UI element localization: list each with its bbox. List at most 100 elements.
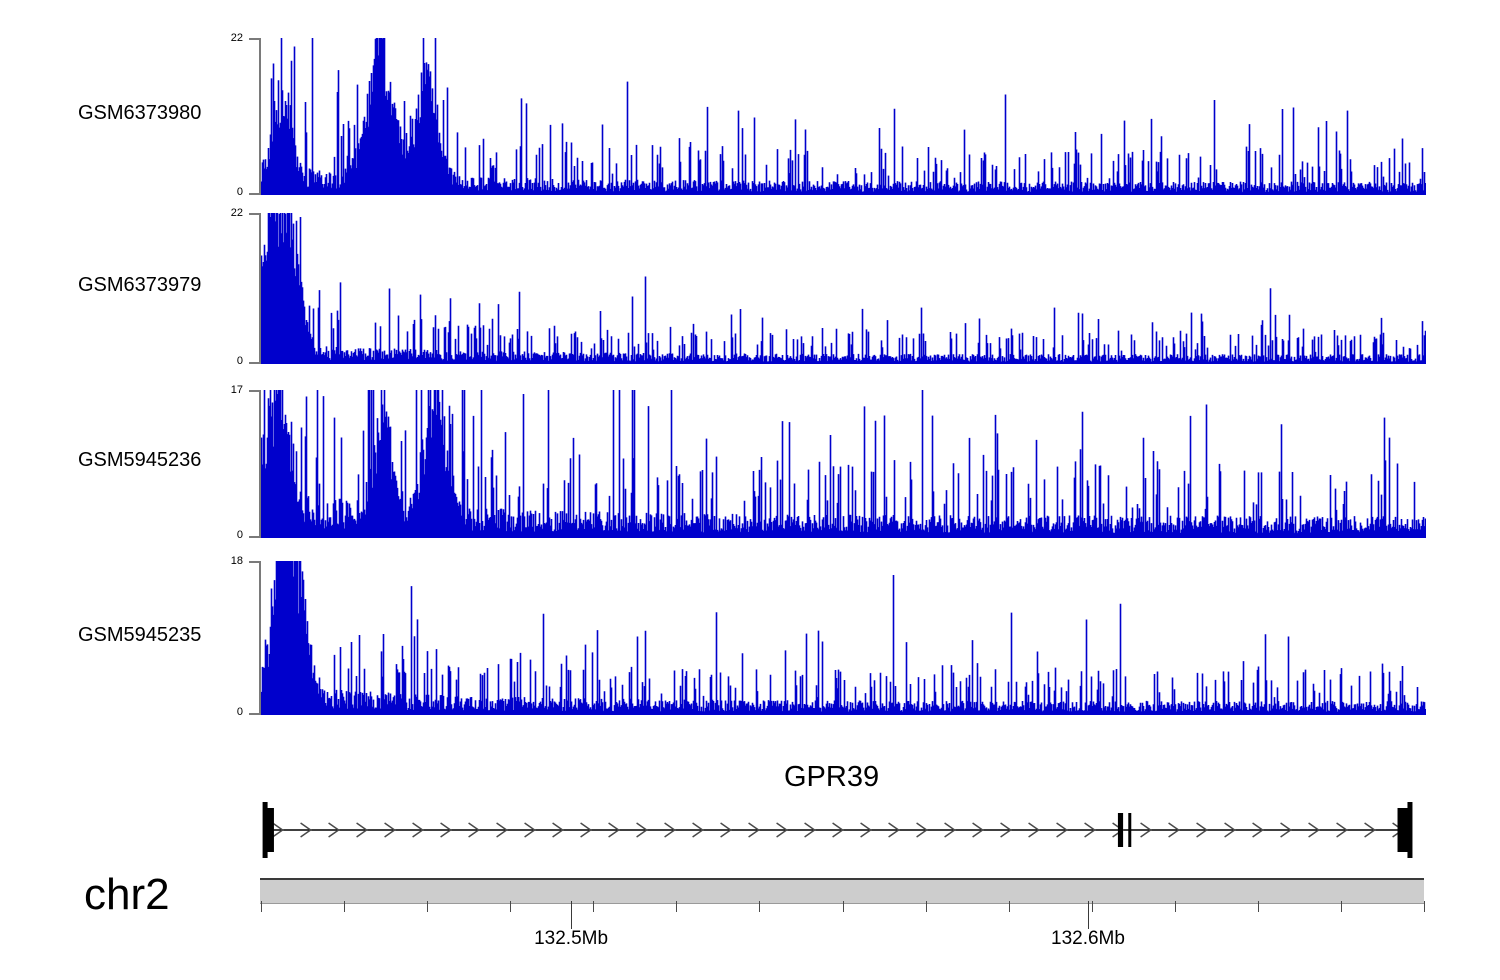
exon-block[interactable] <box>1397 808 1411 852</box>
y-axis-max: 18 <box>230 555 243 567</box>
y-axis-min: 0 <box>236 186 243 198</box>
strand-arrow-icon <box>1140 822 1152 838</box>
ruler-tick-minor <box>1257 901 1259 912</box>
strand-arrow-icon <box>888 822 900 838</box>
strand-arrow-icon <box>384 822 396 838</box>
gene-name-label: GPR39 <box>784 761 880 793</box>
y-axis-tick-top <box>249 561 260 563</box>
ruler-tick-label: 132.6Mb <box>1051 928 1125 949</box>
y-axis-min: 0 <box>236 355 243 367</box>
strand-arrow-icon <box>1364 822 1376 838</box>
ruler-tick-minor <box>759 901 761 912</box>
strand-arrow-icon <box>272 822 284 838</box>
strand-arrow-icon <box>1056 822 1068 838</box>
track-label: GSM5945235 <box>78 624 202 646</box>
track-gsm6373980: GSM6373980 22 0 <box>0 30 1500 200</box>
y-axis-line <box>259 390 261 538</box>
strand-arrow-icon <box>1196 822 1208 838</box>
coverage-baseline <box>261 713 1426 715</box>
coverage-plot <box>261 390 1426 538</box>
gene-model-track: GPR39 <box>0 755 1500 870</box>
strand-arrow-icon <box>692 822 704 838</box>
track-gsm5945236: GSM5945236 17 0 <box>0 383 1500 543</box>
strand-arrow-icon <box>776 822 788 838</box>
strand-arrow-icon <box>832 822 844 838</box>
ruler-tick-minor <box>593 901 595 912</box>
strand-arrow-icon <box>944 822 956 838</box>
y-axis-max: 22 <box>230 207 243 219</box>
coverage-area <box>261 390 1426 538</box>
coverage-area <box>261 38 1426 195</box>
coverage-plot <box>261 213 1426 364</box>
ruler-tick-minor <box>1424 901 1425 912</box>
ruler-tick-minor <box>676 901 678 912</box>
coverage-plot <box>261 38 1426 195</box>
strand-arrow-icon <box>356 822 368 838</box>
coverage-baseline <box>261 362 1426 364</box>
strand-arrow-icon <box>580 822 592 838</box>
strand-arrow-icon <box>860 822 872 838</box>
strand-arrow-icon <box>804 822 816 838</box>
strand-arrow-icon <box>440 822 452 838</box>
strand-arrow-icon <box>972 822 984 838</box>
y-axis-tick-top <box>249 38 260 40</box>
ruler-tick-minor <box>261 901 262 912</box>
y-axis-tick-bottom <box>249 536 260 538</box>
ruler-tick-minor <box>1091 901 1093 912</box>
ruler-tick-minor <box>427 901 429 912</box>
track-label: GSM6373979 <box>78 274 202 296</box>
ruler-tick-label: 132.5Mb <box>534 928 609 949</box>
strand-arrow-icon <box>524 822 536 838</box>
ruler-tick-minor <box>510 901 512 912</box>
coverage-area <box>261 561 1426 715</box>
strand-arrow-icon <box>1168 822 1180 838</box>
strand-arrow-icon <box>720 822 732 838</box>
exon-block[interactable] <box>263 808 274 852</box>
strand-arrow-icon <box>916 822 928 838</box>
y-axis-tick-top <box>249 213 260 215</box>
exon-block[interactable] <box>1117 813 1124 847</box>
strand-arrow-icon <box>552 822 564 838</box>
y-axis-tick-bottom <box>249 193 260 195</box>
ruler-tick-minor <box>344 901 346 912</box>
y-axis-tick-bottom <box>249 362 260 364</box>
coverage-area <box>261 213 1426 364</box>
track-label: GSM6373980 <box>78 102 202 124</box>
y-axis-tick-top <box>249 390 260 392</box>
strand-arrow-icon <box>412 822 424 838</box>
strand-arrow-icon <box>636 822 648 838</box>
strand-arrow-icon <box>1336 822 1348 838</box>
strand-arrow-icon <box>1308 822 1320 838</box>
utr-block[interactable] <box>262 802 268 858</box>
ruler-ticks: 132.5Mb 132.6Mb <box>0 870 1500 980</box>
ideogram-bar[interactable] <box>260 878 1424 904</box>
strand-arrow-icon <box>1084 822 1096 838</box>
strand-arrow-icon <box>1280 822 1292 838</box>
utr-block[interactable] <box>1407 802 1413 858</box>
strand-arrow-icon <box>1000 822 1012 838</box>
y-axis-line <box>259 561 261 715</box>
strand-arrow-icon <box>1224 822 1236 838</box>
strand-arrow-icon <box>748 822 760 838</box>
ruler-tick-minor <box>1008 901 1010 912</box>
y-axis-tick-bottom <box>249 713 260 715</box>
coverage-baseline <box>261 193 1426 195</box>
track-label: GSM5945236 <box>78 449 202 471</box>
exon-block[interactable] <box>1128 813 1132 847</box>
strand-arrow-icon <box>1252 822 1264 838</box>
strand-arrow-icon <box>664 822 676 838</box>
y-axis-max: 17 <box>230 384 243 396</box>
y-axis-max: 22 <box>230 32 243 44</box>
ruler-tick-major <box>1088 901 1089 929</box>
ruler-tick-minor <box>925 901 927 912</box>
ruler-tick-major <box>571 901 573 929</box>
ruler-tick-minor <box>842 901 844 912</box>
y-axis-line <box>259 38 261 195</box>
y-axis-min: 0 <box>236 706 243 718</box>
ruler-tick-minor <box>1174 901 1176 912</box>
strand-arrow-icon <box>496 822 508 838</box>
strand-arrow-icon <box>1028 822 1040 838</box>
strand-arrow-icon <box>468 822 480 838</box>
strand-arrow-icon <box>300 822 312 838</box>
